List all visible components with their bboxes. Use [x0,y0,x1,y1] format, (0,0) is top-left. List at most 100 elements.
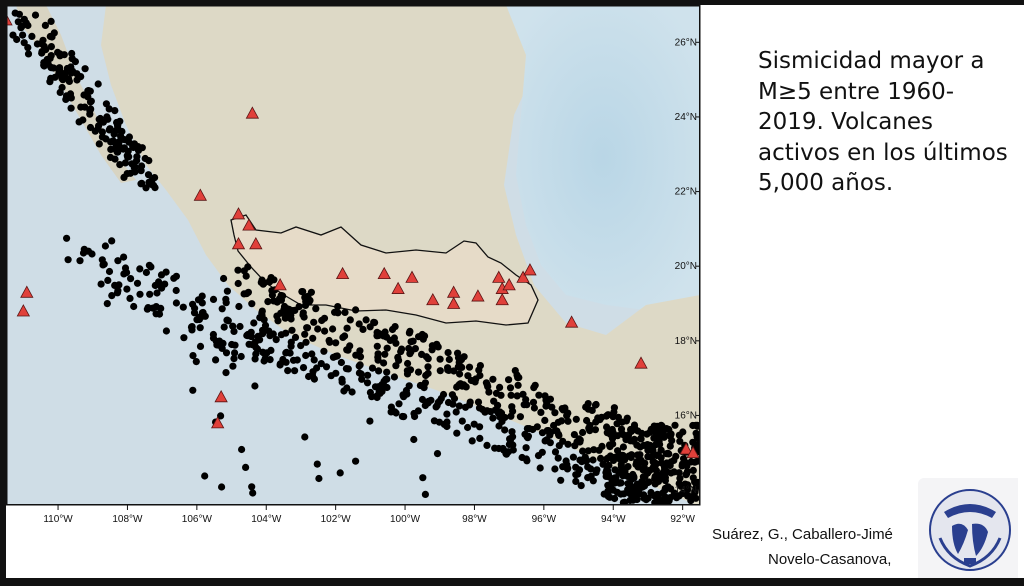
earthquake-point [73,76,81,84]
earthquake-point [496,383,504,391]
volcano-marker [249,236,263,250]
earthquake-point [310,356,318,364]
earthquake-point [103,113,111,121]
earthquake-point [653,451,661,460]
earthquake-point [120,173,128,181]
earthquake-point [364,371,372,379]
citation-line-2: Novelo-Casanova, [768,551,892,568]
earthquake-point [625,480,633,488]
earthquake-point [201,472,209,480]
earthquake-point [97,280,105,288]
earthquake-point [489,414,497,422]
earthquake-point [113,148,121,156]
earthquake-point [338,378,346,386]
earthquake-point [450,394,459,403]
earthquake-point [656,440,664,448]
earthquake-point [418,330,426,339]
volcano-marker [210,416,225,429]
earthquake-point [602,412,611,420]
earthquake-point [368,364,377,372]
earthquake-point [424,369,432,377]
earthquake-point [577,482,585,490]
earthquake-point [293,356,301,364]
earthquake-point [196,324,204,332]
earthquake-point [513,392,521,400]
earthquake-point [575,435,583,443]
earthquake-point [644,494,652,502]
earthquake-point [287,338,295,346]
earthquake-point [362,316,370,324]
earthquake-point [553,427,561,435]
earthquake-point [373,342,381,350]
earthquake-point [58,83,66,92]
earthquake-point [406,366,415,374]
earthquake-point [68,49,76,58]
earthquake-point [513,371,521,379]
earthquake-point [677,482,685,490]
earthquake-point [619,499,627,505]
earthquake-point [604,454,612,462]
volcano-marker [193,188,207,201]
volcano-marker [634,356,648,369]
earthquake-point [299,288,307,296]
earthquake-point [433,340,441,348]
earthquake-point [114,121,122,129]
earthquake-point [153,289,161,297]
earthquake-point [636,443,644,451]
earthquake-point [238,445,246,454]
earthquake-point [569,453,578,461]
volcano-marker [495,292,509,306]
earthquake-point [444,366,452,374]
earthquake-point [28,32,36,40]
earthquake-point [602,472,610,480]
earthquake-point [120,136,128,144]
volcano-marker [516,270,530,283]
plot-border [6,5,701,506]
earthquake-point [366,388,374,397]
earthquake-point [366,323,374,331]
earthquake-point [105,126,113,134]
earthquake-point [280,306,288,314]
earthquake-point [220,323,228,331]
earthquake-point [359,325,367,333]
earthquake-point [604,492,613,500]
earthquake-point [658,459,666,467]
earthquake-point [658,497,666,505]
earthquake-point [344,346,352,354]
earthquake-point [618,451,626,459]
earthquake-point [222,349,231,357]
earthquake-point [114,287,122,295]
earthquake-point [106,153,115,161]
earthquake-point [516,413,524,421]
earthquake-point [251,382,259,390]
earthquake-point [94,80,102,88]
earthquake-point [634,427,642,435]
earthquake-point [529,398,538,406]
earthquake-point [201,312,209,320]
earthquake-point [666,442,674,450]
earthquake-point [689,466,697,474]
earthquake-point [572,471,580,479]
earthquake-point [409,337,417,345]
earthquake-point [325,336,333,345]
earthquake-point [428,346,436,354]
earthquake-point [531,381,539,389]
earthquake-point [375,367,383,375]
earthquake-point [133,279,142,287]
earthquake-point [508,403,516,411]
earthquake-point [352,457,360,465]
earthquake-point [554,454,562,462]
earthquake-point [651,462,659,470]
earthquake-point [617,460,625,468]
earthquake-point [172,299,180,307]
earthquake-point [355,369,363,377]
earthquake-point [148,177,156,185]
earthquake-point [302,351,310,360]
earthquake-point [453,429,461,437]
earthquake-point [228,340,236,349]
earthquake-point [75,118,83,126]
earthquake-point [346,316,354,324]
earthquake-point [343,324,351,332]
earthquake-point [282,358,290,366]
volcano-marker [391,281,405,294]
